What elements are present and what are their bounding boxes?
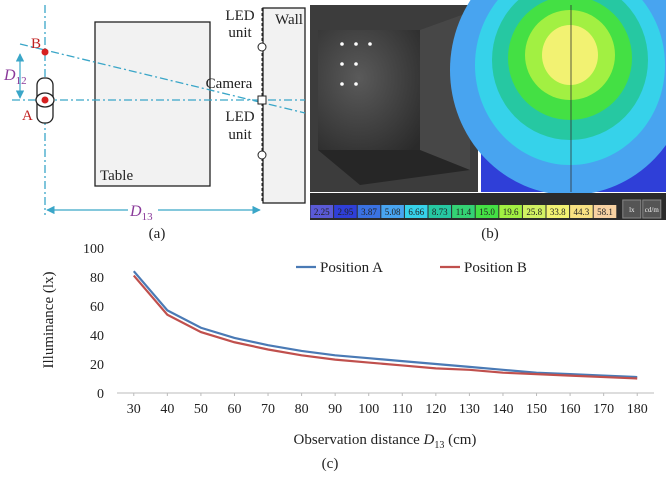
y-tick-label: 60 — [90, 300, 104, 315]
camera — [257, 95, 267, 105]
x-tick-label: 70 — [261, 402, 275, 417]
x-tick-label: 160 — [560, 402, 581, 417]
colorbar-cell — [452, 205, 475, 218]
d13-label: D13 — [129, 203, 153, 223]
legend-label: Position B — [464, 260, 527, 276]
x-tick-label: 40 — [160, 402, 174, 417]
colorbar-cell — [404, 205, 428, 218]
label-bg — [128, 200, 158, 220]
led-unit — [257, 150, 267, 160]
caption: (c) — [322, 456, 339, 472]
camera-label: Camera — [206, 76, 253, 92]
colorbar-cell — [357, 205, 381, 218]
colorbar-cell — [334, 205, 357, 218]
y-axis-title: Illuminance (lx) — [41, 271, 57, 368]
x-title-text: Observation distance — [294, 432, 424, 448]
unit-label: cd/m — [645, 206, 660, 214]
colorbar-cell — [310, 205, 334, 218]
colorbar-label: 5.08 — [385, 207, 401, 217]
d12-subscript: 12 — [16, 75, 27, 87]
x-title-unit: (cm) — [444, 432, 476, 448]
colorbar-cell — [593, 205, 617, 218]
colorbar: 2.25 2.95 3.87 5.08 6.66 8.73 11.4 15.0 19.6 25.8… — [310, 193, 666, 220]
colorbar-label: 58.1 — [597, 207, 613, 217]
x-axis-title: Observation distance D13 (cm) — [294, 432, 477, 451]
x-tick-label: 80 — [295, 402, 309, 417]
x-tick-label: 130 — [459, 402, 480, 417]
colorbar-label: 19.6 — [503, 207, 519, 217]
colorbar-label: 3.87 — [361, 207, 377, 217]
wall-shape — [262, 7, 306, 204]
colorbar-cell — [570, 205, 593, 218]
y-tick-label: 80 — [90, 271, 104, 286]
colorbar-cell — [428, 205, 452, 218]
x-tick-label: 30 — [127, 402, 141, 417]
series-line — [132, 270, 638, 379]
x-tick-label: 180 — [627, 402, 648, 417]
unit-label: lx — [629, 206, 635, 214]
d13-symbol: D — [129, 203, 142, 220]
x-tick-label: 150 — [526, 402, 547, 417]
colorbar-label: 2.95 — [338, 207, 354, 217]
d12-symbol: D — [3, 67, 16, 84]
point-a-label: A — [22, 108, 33, 124]
caption: (b) — [481, 226, 499, 242]
colorbar-cell — [381, 205, 404, 218]
colorbar-label: 33.8 — [550, 207, 566, 217]
x-tick-label: 60 — [227, 402, 241, 417]
point-b — [41, 48, 49, 56]
render-face — [318, 30, 420, 150]
y-tick-label: 20 — [90, 358, 104, 373]
x-title-symbol: D — [423, 432, 435, 448]
y-tick-label: 100 — [83, 242, 104, 257]
unit-box — [642, 199, 662, 219]
colorbar-label: 25.8 — [526, 207, 542, 217]
point-b-label: B — [31, 36, 41, 52]
x-tick-label: 50 — [194, 402, 208, 417]
y-tick-label: 40 — [90, 329, 104, 344]
x-tick-label: 110 — [392, 402, 412, 417]
colorbar-label: 11.4 — [456, 207, 472, 217]
point-a — [41, 96, 49, 104]
led-label: unit — [228, 127, 252, 143]
colorbar-label: 15.0 — [479, 207, 495, 217]
panel-b: 2.25 2.95 3.87 5.08 6.66 8.73 11.4 15.0 19.6 25.8… — [310, 0, 666, 242]
led-label: LED — [225, 109, 254, 125]
table-label: Table — [100, 168, 133, 184]
colorbar-cell — [522, 205, 546, 218]
x-tick-label: 100 — [358, 402, 379, 417]
heatmap-contour — [542, 25, 598, 85]
led-label: unit — [228, 25, 252, 41]
legend-label: Position A — [320, 260, 383, 276]
led-unit — [257, 42, 267, 52]
x-tick-label: 170 — [593, 402, 614, 417]
series-line — [132, 274, 638, 380]
colorbar-cell — [499, 205, 522, 218]
x-tick-label: 90 — [328, 402, 342, 417]
panel-a: Table Wall LED unit Camera LED unit B A … — [3, 5, 306, 242]
x-title-subscript: 13 — [434, 440, 444, 451]
colorbar-label: 2.25 — [314, 207, 330, 217]
unit-box — [622, 199, 642, 219]
x-tick-label: 140 — [492, 402, 513, 417]
colorbar-cell — [475, 205, 499, 218]
colorbar-cell — [546, 205, 570, 218]
x-tick-label: 120 — [425, 402, 446, 417]
colorbar-label: 8.73 — [432, 207, 448, 217]
d13-subscript: 13 — [142, 211, 154, 223]
y-tick-label: 0 — [97, 387, 104, 402]
colorbar-label: 6.66 — [408, 207, 424, 217]
led-label: LED — [225, 8, 254, 24]
d12-label: D12 — [3, 67, 27, 87]
render-lights — [340, 42, 372, 86]
render-floor — [318, 150, 470, 185]
wall-label: Wall — [275, 12, 303, 28]
caption: (a) — [149, 226, 166, 242]
table-shape — [94, 21, 211, 187]
colorbar-label: 44.3 — [574, 207, 590, 217]
panel-c: Illuminance (lx) Observation distance D1… — [41, 242, 654, 472]
